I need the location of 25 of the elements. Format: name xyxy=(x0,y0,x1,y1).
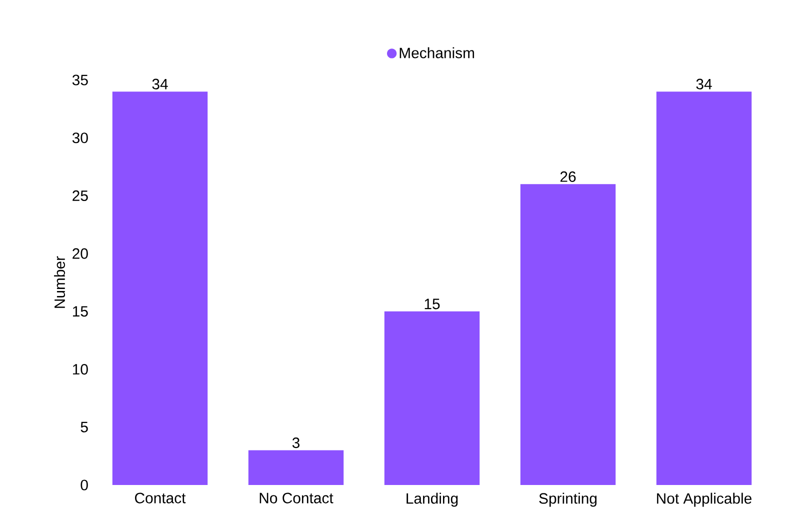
x-tick-label: Not Applicable xyxy=(657,492,752,507)
y-tick-label: 30 xyxy=(72,132,88,144)
data-label: 34 xyxy=(152,78,168,90)
bar xyxy=(112,92,208,485)
y-tick-label: 0 xyxy=(80,480,88,490)
legend-label: Mechanism xyxy=(400,47,474,58)
y-tick-label: 5 xyxy=(80,422,88,432)
y-tick-label: 25 xyxy=(72,190,88,201)
x-tick-label: Sprinting xyxy=(539,492,597,507)
bar xyxy=(248,450,344,485)
x-tick-label: No Contact xyxy=(260,492,334,504)
y-tick-label: 20 xyxy=(72,248,88,259)
data-label: 26 xyxy=(560,171,576,182)
bar xyxy=(656,92,752,485)
data-label: 15 xyxy=(424,298,440,310)
y-axis-title: Number xyxy=(54,256,66,308)
y-tick-label: 15 xyxy=(73,306,88,317)
bar xyxy=(384,311,480,485)
y-tick-label: 35 xyxy=(72,74,88,86)
bar xyxy=(520,184,616,485)
x-tick-label: Landing xyxy=(406,492,458,507)
data-label: 34 xyxy=(696,78,712,90)
y-tick-label: 10 xyxy=(73,364,88,375)
x-tick-label: Contact xyxy=(135,492,186,504)
data-label: 3 xyxy=(292,438,300,448)
